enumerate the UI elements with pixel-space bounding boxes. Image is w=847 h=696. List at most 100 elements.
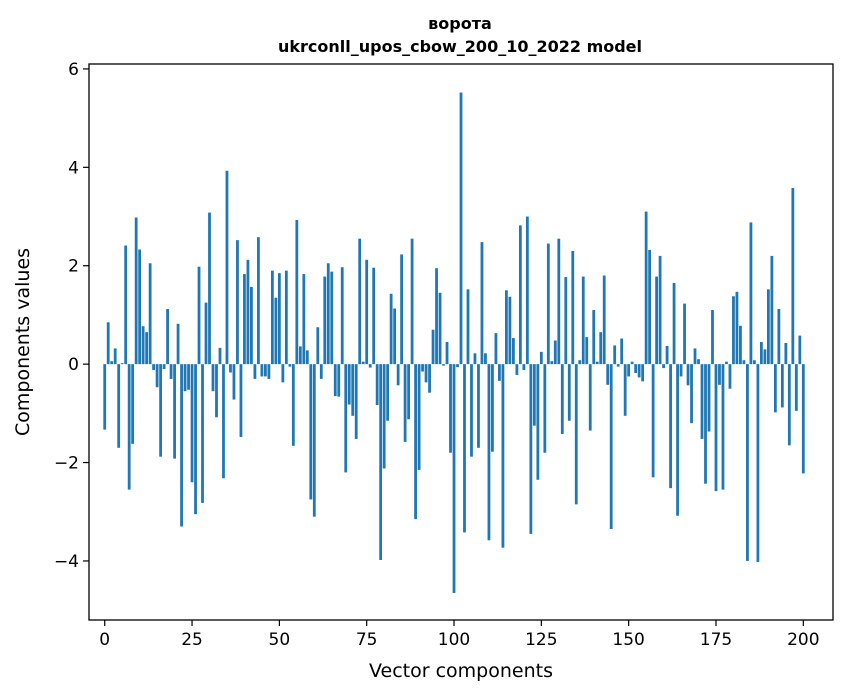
bar [204, 302, 208, 365]
bar [190, 364, 194, 483]
bar [525, 216, 529, 365]
x-axis-label: Vector components [369, 660, 553, 682]
bar [435, 268, 438, 365]
bar [651, 364, 655, 478]
bar [197, 266, 201, 365]
bar [117, 364, 121, 448]
bar [592, 310, 596, 365]
bar [110, 361, 114, 365]
bar [721, 364, 725, 490]
bar [672, 282, 676, 365]
bar [501, 364, 505, 548]
bar [298, 346, 302, 365]
bar [630, 361, 634, 365]
bar [641, 364, 645, 382]
plot-area-frame [88, 63, 834, 621]
bar [155, 364, 159, 388]
bar [187, 364, 190, 390]
bar [169, 364, 173, 379]
bar [595, 361, 599, 365]
bar [410, 238, 414, 365]
bar [746, 364, 749, 561]
bar [697, 359, 700, 365]
bar [686, 364, 690, 386]
bar [574, 364, 578, 505]
bar [766, 289, 770, 365]
bar [449, 364, 452, 453]
bar [452, 364, 456, 593]
bar [319, 364, 323, 379]
bar [431, 329, 435, 365]
bar [417, 364, 421, 470]
bar [613, 345, 617, 365]
bar [735, 291, 739, 365]
bar [229, 364, 232, 373]
bar [463, 364, 466, 533]
bar [347, 364, 351, 405]
bar [120, 363, 124, 365]
bar [505, 290, 508, 365]
bar [470, 364, 473, 457]
bar [232, 364, 236, 400]
bar [536, 364, 540, 480]
x-tick-label: 25 [181, 630, 203, 650]
bar [264, 364, 267, 377]
bar [403, 364, 407, 442]
bar [498, 364, 501, 381]
bar [393, 308, 397, 365]
bar [407, 364, 410, 420]
bar [260, 364, 264, 377]
bar [665, 345, 669, 365]
bar [211, 364, 215, 392]
bar [236, 240, 239, 365]
bar [487, 364, 491, 541]
bar [243, 274, 246, 365]
bar [253, 364, 257, 379]
bar [270, 270, 274, 365]
bar [309, 364, 313, 500]
bar [459, 92, 463, 365]
bar [749, 222, 753, 365]
bar [141, 326, 145, 365]
bar [127, 364, 131, 490]
bar [787, 364, 791, 446]
bar [281, 364, 285, 383]
bar [274, 297, 278, 365]
bar [201, 364, 204, 503]
chart-subtitle: ukrconll_upos_cbow_200_10_2022 model [278, 37, 642, 56]
bar [718, 364, 721, 385]
x-tick-label: 125 [525, 630, 557, 650]
bar [103, 364, 107, 430]
bar [627, 364, 631, 377]
bar [159, 364, 162, 457]
bar [658, 255, 662, 365]
bar [644, 211, 648, 365]
bar [777, 309, 781, 365]
bar [529, 364, 533, 534]
bar [218, 347, 222, 365]
bar [344, 364, 348, 473]
bar [138, 249, 142, 365]
bar [606, 364, 610, 385]
bar [291, 364, 295, 446]
bar [284, 270, 288, 365]
x-tick-label: 75 [356, 630, 378, 650]
bar [305, 350, 309, 365]
bar [438, 292, 442, 365]
y-tick-label: 4 [68, 158, 79, 178]
bar [512, 338, 515, 365]
bar [445, 342, 449, 365]
bar [389, 293, 393, 365]
bar [732, 296, 735, 365]
bar [131, 364, 135, 444]
bar [400, 254, 404, 365]
bar [215, 364, 218, 418]
bar [609, 364, 613, 529]
bar [655, 276, 658, 365]
bar [798, 335, 802, 365]
bar [277, 273, 281, 365]
bars-group [103, 92, 805, 593]
bar [379, 364, 383, 560]
bar [679, 364, 683, 377]
